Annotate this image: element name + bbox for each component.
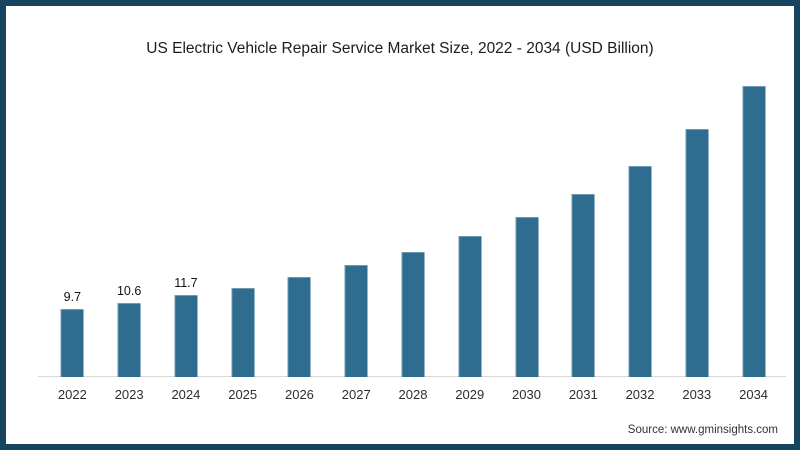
bar-value-label-2022: 9.7	[63, 290, 82, 305]
x-tick-2029: 2029	[455, 387, 485, 402]
x-tick-2024: 2024	[171, 387, 201, 402]
bar-2029	[458, 235, 482, 377]
bar-2033	[685, 129, 709, 377]
bar-slot-2025: 2025	[214, 77, 271, 402]
bar-2030	[515, 216, 538, 377]
bar-slot-2034: 2034	[725, 77, 782, 402]
x-tick-2022: 2022	[57, 387, 87, 402]
bar-2034	[742, 85, 766, 377]
x-tick-2030: 2030	[512, 387, 541, 402]
x-tick-2033: 2033	[682, 387, 712, 402]
bar-slot-2030: 2030	[498, 77, 555, 402]
bar-slot-2028: 2028	[385, 77, 442, 402]
plot-area: 9.7 2022 10.6 2023 11.7 2024 2025 2026 2027 2028 2…	[38, 77, 786, 402]
x-tick-2031: 2031	[568, 387, 598, 402]
bar-2022	[60, 309, 84, 377]
bar-series: 9.7 2022 10.6 2023 11.7 2024 2025 2026 2027 2028 2…	[44, 77, 782, 402]
bar-2031	[571, 193, 595, 377]
source-attribution: Source: www.gminsights.com	[627, 424, 778, 436]
bar-slot-2022: 9.7 2022	[44, 77, 101, 402]
bar-2023	[117, 302, 141, 377]
bar-slot-2033: 2033	[668, 77, 725, 402]
bar-slot-2023: 10.6 2023	[101, 77, 158, 402]
bar-2028	[401, 251, 425, 377]
x-tick-2032: 2032	[625, 387, 655, 402]
chart-title: US Electric Vehicle Repair Service Marke…	[146, 40, 654, 57]
bar-slot-2026: 2026	[271, 77, 328, 402]
bar-2026	[287, 276, 311, 377]
bar-slot-2032: 2032	[612, 77, 669, 402]
x-tick-2034: 2034	[739, 387, 769, 402]
bar-slot-2031: 2031	[555, 77, 612, 402]
bar-slot-2029: 2029	[441, 77, 498, 402]
bar-2032	[628, 165, 652, 377]
bar-slot-2027: 2027	[328, 77, 385, 402]
x-tick-2028: 2028	[398, 387, 428, 402]
bar-value-label-2023: 10.6	[116, 283, 142, 298]
bar-2024	[174, 295, 198, 377]
bar-2025	[231, 288, 255, 377]
bar-2027	[344, 265, 368, 377]
bar-value-label-2024: 11.7	[174, 276, 198, 291]
x-tick-2026: 2026	[284, 387, 314, 402]
x-tick-2027: 2027	[341, 387, 371, 402]
bar-slot-2024: 11.7 2024	[158, 77, 215, 402]
x-tick-2023: 2023	[114, 387, 144, 402]
x-tick-2025: 2025	[228, 387, 258, 402]
